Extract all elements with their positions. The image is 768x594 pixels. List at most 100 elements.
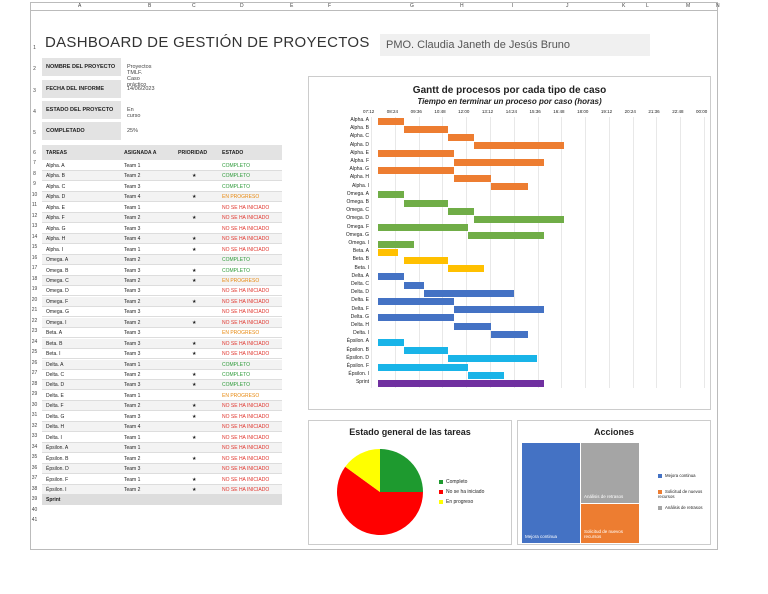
row-header[interactable]: 23 [31,328,38,334]
table-row[interactable]: Delta. H Team 4 NO SE HA INICIADO [42,422,282,433]
gantt-bar[interactable] [404,347,448,355]
row-header[interactable]: 33 [31,433,38,439]
column-header-b[interactable]: B [148,3,152,9]
gantt-bar[interactable] [377,363,468,371]
row-header[interactable]: 34 [31,444,38,450]
table-row[interactable]: Beta. A Team 3 EN PROGRESO [42,328,282,339]
gantt-bar[interactable] [424,289,515,297]
row-header[interactable]: 12 [31,213,38,219]
table-row[interactable]: Delta. G Team 3 ★ NO SE HA INICIADO [42,412,282,422]
gantt-bar[interactable] [447,355,538,363]
row-header[interactable]: 19 [31,286,38,292]
gantt-bar[interactable] [474,142,565,150]
table-row[interactable]: Épsilon. I Team 2 ★ NO SE HA INICIADO [42,484,282,495]
gantt-bar[interactable] [467,232,545,240]
row-header[interactable]: 9 [33,181,36,187]
table-row[interactable]: Épsilon. F Team 1 ★ NO SE HA INICIADO [42,475,282,485]
gantt-bar[interactable] [454,306,545,314]
row-header[interactable]: 38 [31,486,38,492]
table-row[interactable]: Sprint [42,495,282,506]
row-header[interactable]: 15 [31,244,38,250]
gantt-bar[interactable] [454,174,491,182]
column-header-k[interactable]: K [622,3,626,9]
pie-slice-completo[interactable] [380,449,423,492]
gantt-bar[interactable] [377,224,468,232]
gantt-bar[interactable] [377,150,455,158]
gantt-bar[interactable] [377,240,415,248]
row-header[interactable]: 31 [31,412,38,418]
column-header-c[interactable]: C [192,3,196,9]
table-row[interactable]: Alpha. F Team 2 ★ NO SE HA INICIADO [42,213,282,224]
table-row[interactable]: Delta. A Team 1 COMPLETO [42,359,282,370]
info-value[interactable]: En curso [127,107,141,119]
treemap-cell[interactable]: Análisis de retrasos [581,443,639,503]
gantt-bar[interactable] [377,297,455,305]
row-header[interactable]: 18 [31,276,38,282]
row-header[interactable]: 30 [31,402,38,408]
row-header[interactable]: 11 [31,202,38,208]
gantt-bar[interactable] [404,125,448,133]
table-row[interactable]: Delta. I Team 1 ★ NO SE HA INICIADO [42,433,282,443]
table-row[interactable]: Épsilon. B Team 2 ★ NO SE HA INICIADO [42,454,282,464]
table-row[interactable]: Omega. A Team 2 COMPLETO [42,255,282,266]
table-row[interactable]: Alpha. B Team 2 ★ COMPLETO [42,171,282,182]
row-header[interactable]: 26 [31,360,38,366]
column-header-e[interactable]: E [290,3,294,9]
table-row[interactable]: Omega. F Team 2 ★ NO SE HA INICIADO [42,296,282,307]
table-row[interactable]: Alpha. E Team 1 NO SE HA INICIADO [42,203,282,213]
gantt-bar[interactable] [377,117,405,125]
table-row[interactable]: Alpha. A Team 1 COMPLETO [42,161,282,171]
gantt-bar[interactable] [404,199,448,207]
table-row[interactable]: Épsilon. D Team 3 NO SE HA INICIADO [42,464,282,475]
table-row[interactable]: Alpha. H Team 4 ★ NO SE HA INICIADO [42,234,282,245]
column-header-g[interactable]: G [410,3,414,9]
table-row[interactable]: Alpha. G Team 3 NO SE HA INICIADO [42,224,282,234]
row-header[interactable]: 22 [31,318,38,324]
gantt-bar[interactable] [377,191,405,199]
row-header[interactable]: 29 [31,391,38,397]
row-header[interactable]: 10 [31,192,38,198]
table-row[interactable]: Alpha. D Team 4 ★ EN PROGRESO [42,192,282,203]
row-header[interactable]: 24 [31,339,38,345]
table-row[interactable]: Alpha. C Team 3 COMPLETO [42,182,282,192]
table-row[interactable]: Delta. C Team 2 ★ COMPLETO [42,370,282,380]
info-value[interactable]: 25% [127,128,139,134]
row-header[interactable]: 5 [33,130,36,136]
gantt-bar[interactable] [490,330,528,338]
column-header-h[interactable]: H [460,3,464,9]
gantt-bar[interactable] [474,215,565,223]
row-header[interactable]: 1 [33,45,36,51]
table-row[interactable]: Delta. D Team 3 ★ COMPLETO [42,380,282,391]
treemap-cell[interactable]: Solicitud de nuevos recursos [581,504,639,543]
gantt-bar[interactable] [377,314,455,322]
row-header[interactable]: 13 [31,223,38,229]
row-header[interactable]: 17 [31,265,38,271]
treemap-cell[interactable]: Mejora continua [522,443,580,543]
column-header-a[interactable]: A [78,3,82,9]
gantt-bar[interactable] [377,248,398,256]
row-header[interactable]: 4 [33,109,36,115]
row-header[interactable]: 35 [31,454,38,460]
row-header[interactable]: 39 [31,496,38,502]
gantt-bar[interactable] [447,133,475,141]
gantt-bar[interactable] [454,158,545,166]
table-row[interactable]: Delta. F Team 2 ★ NO SE HA INICIADO [42,401,282,412]
gantt-bar[interactable] [490,183,528,191]
column-header-n[interactable]: N [716,3,720,9]
gantt-bar[interactable] [454,322,491,330]
table-row[interactable]: Omega. G Team 3 NO SE HA INICIADO [42,307,282,318]
gantt-bar[interactable] [404,281,425,289]
table-row[interactable]: Beta. I Team 3 ★ NO SE HA INICIADO [42,349,282,360]
row-header[interactable]: 16 [31,255,38,261]
gantt-bar[interactable] [377,379,545,387]
row-header[interactable]: 8 [33,171,36,177]
row-header[interactable]: 41 [31,517,38,523]
table-row[interactable]: Omega. D Team 3 NO SE HA INICIADO [42,286,282,297]
column-header-l[interactable]: L [646,3,649,9]
table-row[interactable]: Alpha. I Team 1 ★ NO SE HA INICIADO [42,245,282,255]
row-header[interactable]: 2 [33,66,36,72]
row-header[interactable]: 21 [31,307,38,313]
table-row[interactable]: Épsilon. A Team 1 NO SE HA INICIADO [42,443,282,454]
column-header-i[interactable]: I [512,3,514,9]
row-header[interactable]: 36 [31,465,38,471]
